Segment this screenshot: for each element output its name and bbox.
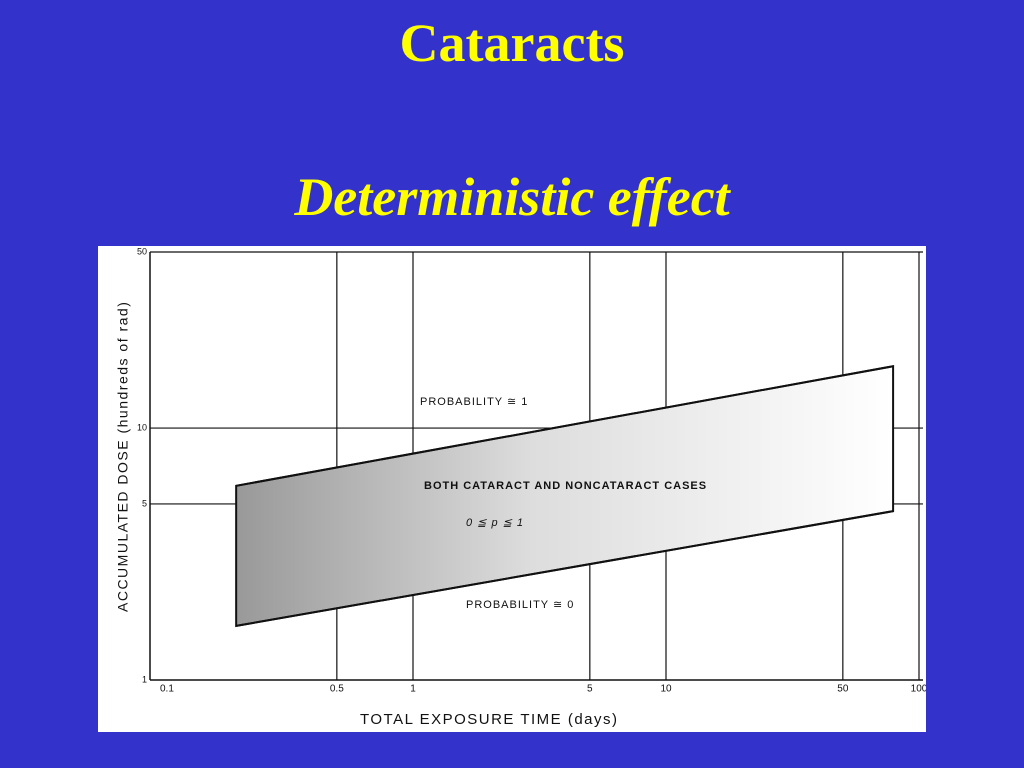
band-fill <box>235 365 895 628</box>
y-tick-label: 1 <box>142 674 147 684</box>
annotation: BOTH CATARACT AND NONCATARACT CASES <box>424 480 707 492</box>
x-tick-label: 50 <box>837 684 849 695</box>
slide-title: Cataracts <box>399 13 625 73</box>
x-tick-label: 5 <box>587 684 593 695</box>
x-tick-label: 10 <box>660 684 672 695</box>
x-axis-label: TOTAL EXPOSURE TIME (days) <box>360 711 619 728</box>
y-axis-label: ACCUMULATED DOSE (hundreds of rad) <box>115 301 131 612</box>
annotation: 0 ≦ p ≦ 1 <box>466 517 524 529</box>
lower-edge <box>235 510 894 627</box>
x-tick-label: 0.1 <box>160 684 174 695</box>
slide-subtitle: Deterministic effect <box>294 167 730 227</box>
x-tick-label: 1 <box>410 684 416 695</box>
annotation: PROBABILITY ≅ 0 <box>466 599 574 611</box>
x-tick-label: 0.5 <box>330 684 344 695</box>
annotation: PROBABILITY ≅ 1 <box>420 396 528 408</box>
y-tick-label: 50 <box>137 246 147 256</box>
x-tick-label: 100 <box>911 684 926 695</box>
y-tick-label: 10 <box>137 422 147 432</box>
upper-edge <box>235 365 894 487</box>
chart: TOTAL EXPOSURE TIME (days) ACCUMULATED D… <box>98 246 926 732</box>
y-tick-label: 5 <box>142 498 147 508</box>
